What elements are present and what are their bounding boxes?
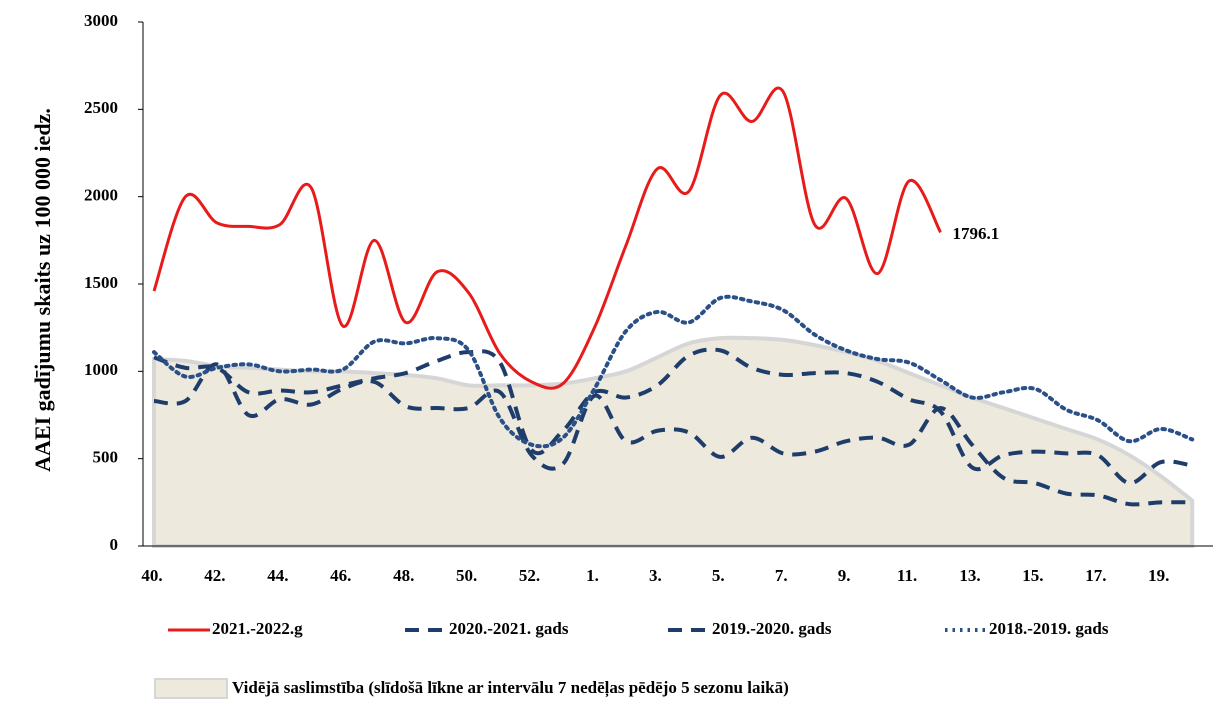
legend-label: Vidējā saslimstība (slīdošā līkne ar int… bbox=[232, 678, 789, 698]
legend-swatch bbox=[154, 678, 228, 699]
y-tick-label: 1500 bbox=[84, 273, 118, 292]
y-axis-label: AAEI gadījumu skaits uz 100 000 iedz. bbox=[30, 108, 55, 472]
y-tick-label: 0 bbox=[110, 535, 119, 554]
y-tick-label: 3000 bbox=[84, 11, 118, 30]
legend-label: 2019.-2020. gads bbox=[712, 619, 832, 638]
x-tick-label: 15. bbox=[1022, 566, 1043, 585]
y-tick-label: 500 bbox=[93, 448, 119, 467]
x-tick-label: 13. bbox=[959, 566, 980, 585]
x-tick-label: 17. bbox=[1085, 566, 1106, 585]
legend-label: 2020.-2021. gads bbox=[449, 619, 569, 638]
y-tick-label: 2500 bbox=[84, 98, 118, 117]
legend-label: 2021.-2022.g bbox=[212, 619, 303, 638]
x-tick-label: 3. bbox=[649, 566, 662, 585]
series-line bbox=[153, 347, 1193, 486]
legend-label: 2018.-2019. gads bbox=[989, 619, 1109, 638]
x-tick-label: 44. bbox=[267, 566, 288, 585]
x-tick-label: 42. bbox=[204, 566, 225, 585]
x-tick-label: 40. bbox=[141, 566, 162, 585]
x-tick-label: 46. bbox=[330, 566, 351, 585]
series-line bbox=[152, 86, 942, 390]
x-tick-label: 9. bbox=[838, 566, 851, 585]
x-tick-label: 1. bbox=[586, 566, 599, 585]
x-tick-label: 5. bbox=[712, 566, 725, 585]
series-line bbox=[152, 294, 1195, 449]
x-tick-label: 7. bbox=[775, 566, 788, 585]
series-line bbox=[153, 362, 1193, 507]
x-tick-label: 19. bbox=[1148, 566, 1169, 585]
x-tick-label: 52. bbox=[519, 566, 540, 585]
x-tick-label: 50. bbox=[456, 566, 477, 585]
data-label: 1796.1 bbox=[953, 224, 1000, 243]
x-tick-label: 11. bbox=[897, 566, 917, 585]
y-tick-label: 1000 bbox=[84, 360, 118, 379]
y-tick-label: 2000 bbox=[84, 186, 118, 205]
x-tick-label: 48. bbox=[393, 566, 414, 585]
